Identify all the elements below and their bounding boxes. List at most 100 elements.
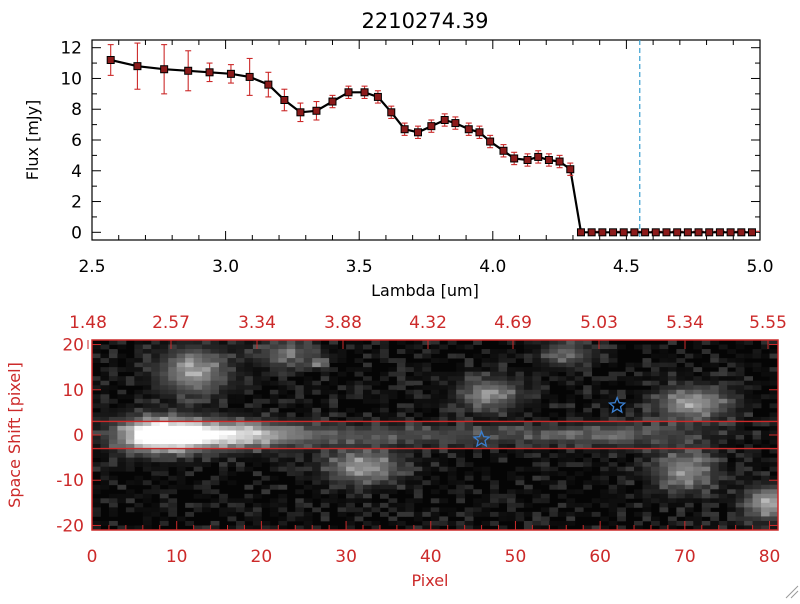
image-pixel: [464, 471, 474, 477]
image-pixel: [430, 371, 440, 377]
image-pixel: [481, 376, 491, 382]
image-pixel: [676, 376, 686, 382]
image-pixel: [600, 448, 610, 454]
image-pixel: [193, 376, 203, 382]
image-pixel: [498, 385, 508, 391]
image-pixel: [447, 489, 457, 495]
image-pixel: [134, 457, 144, 463]
image-pixel: [363, 507, 372, 513]
image-pixel: [303, 412, 313, 418]
image-pixel: [744, 340, 753, 345]
image-pixel: [193, 448, 203, 454]
image-pixel: [312, 349, 322, 354]
data-point: [630, 228, 639, 237]
image-pixel: [354, 425, 364, 431]
image-pixel: [735, 484, 745, 490]
image-pixel: [396, 475, 406, 481]
image-pixel: [523, 385, 533, 391]
image-pixel: [676, 421, 686, 427]
image-pixel: [693, 376, 703, 382]
image-pixel: [439, 371, 449, 377]
image-pixel: [108, 435, 118, 440]
image-pixel: [523, 484, 533, 490]
image-pixel: [176, 475, 186, 481]
image-pixel: [108, 453, 118, 459]
image-pixel: [608, 489, 618, 495]
image-pixel: [506, 430, 516, 436]
image-pixel: [634, 416, 643, 422]
image-pixel: [667, 453, 677, 459]
image-pixel: [202, 453, 211, 459]
image-pixel: [659, 493, 669, 499]
image-pixel: [735, 489, 745, 495]
image-pixel: [430, 340, 440, 345]
image-pixel: [363, 425, 372, 431]
image-pixel: [168, 511, 178, 517]
image-pixel: [303, 353, 313, 359]
image-pixel: [286, 344, 296, 350]
image-pixel: [278, 439, 288, 445]
image-pixel: [591, 416, 601, 422]
image-pixel: [642, 403, 652, 409]
image-pixel: [413, 435, 423, 440]
image-pixel: [320, 353, 330, 359]
image-pixel: [379, 416, 389, 422]
image-pixel: [744, 412, 753, 418]
image-pixel: [261, 371, 271, 377]
image-pixel: [532, 344, 542, 350]
image-pixel: [388, 453, 398, 459]
image-pixel: [422, 435, 432, 440]
image-pixel: [159, 394, 169, 400]
image-pixel: [464, 444, 474, 449]
image-pixel: [176, 462, 186, 468]
image-pixel: [405, 430, 415, 436]
image-pixel: [617, 466, 626, 472]
image-pixel: [761, 371, 770, 377]
image-pixel: [354, 385, 364, 391]
image-pixel: [481, 421, 491, 427]
image-pixel: [422, 376, 432, 382]
image-pixel: [329, 430, 339, 436]
image-pixel: [320, 367, 330, 373]
image-pixel: [744, 520, 753, 526]
image-pixel: [176, 403, 186, 409]
image-pixel: [769, 394, 779, 400]
image-pixel: [735, 394, 745, 400]
image-pixel: [515, 516, 525, 522]
image-pixel: [701, 507, 711, 513]
image-pixel: [735, 507, 745, 513]
data-point: [510, 154, 519, 163]
image-pixel: [447, 444, 457, 449]
image-pixel: [422, 430, 432, 436]
image-pixel: [617, 457, 626, 463]
image-pixel: [244, 358, 254, 364]
image-pixel: [210, 444, 220, 449]
image-pixel: [100, 444, 110, 449]
image-pixel: [303, 344, 313, 350]
image-pixel: [659, 349, 669, 354]
image-pixel: [727, 394, 737, 400]
image-pixel: [684, 380, 694, 386]
image-pixel: [269, 444, 279, 449]
resize-grip-icon[interactable]: [785, 585, 799, 599]
image-pixel: [176, 466, 186, 472]
image-pixel: [642, 344, 652, 350]
image-pixel: [642, 457, 652, 463]
image-pixel: [464, 367, 474, 373]
image-pixel: [735, 439, 745, 445]
image-pixel: [286, 349, 296, 354]
image-pixel: [168, 407, 178, 413]
image-pixel: [193, 457, 203, 463]
image-pixel: [659, 362, 669, 368]
image-pixel: [269, 502, 279, 508]
image-pixel: [667, 439, 677, 445]
image-pixel: [295, 340, 305, 345]
image-pixel: [566, 371, 576, 377]
image-pixel: [642, 358, 652, 364]
image-pixel: [413, 353, 423, 359]
image-pixel: [159, 385, 169, 391]
image-pixel: [566, 407, 576, 413]
image-pixel: [591, 462, 601, 468]
image-pixel: [396, 466, 406, 472]
image-pixel: [320, 448, 330, 454]
